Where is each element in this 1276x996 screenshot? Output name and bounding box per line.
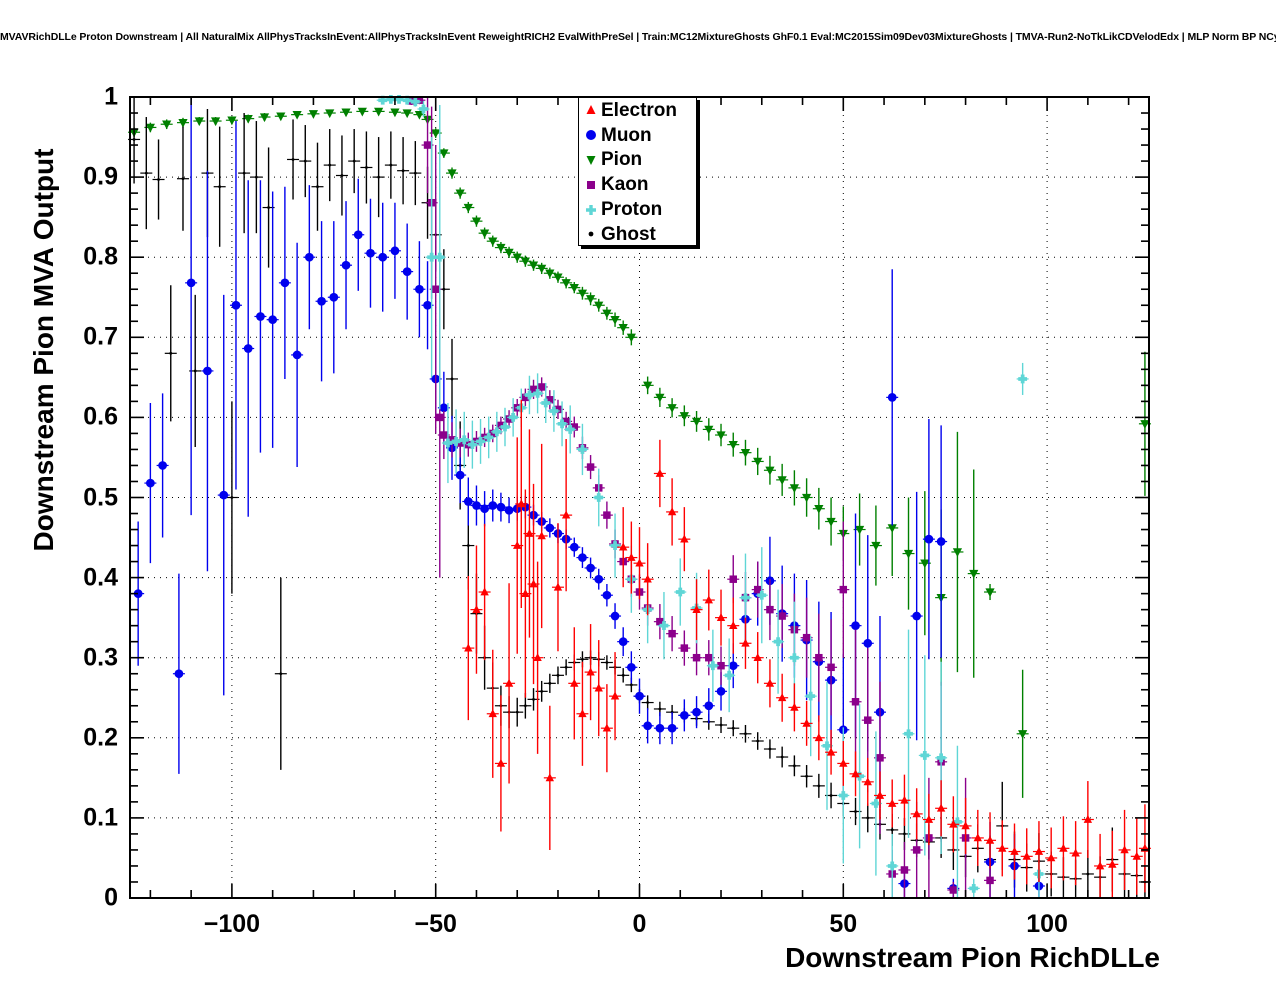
legend-entry-kaon[interactable]: Kaon [579,172,696,197]
y-tick-label: 0 [104,883,118,912]
cross-icon [582,201,600,219]
legend-label: Electron [601,99,678,121]
triangle-up-icon [582,101,600,119]
y-tick-label: 0.1 [83,803,118,832]
circle-icon [582,126,600,144]
y-tick-label: 0.8 [83,242,118,271]
y-tick-label: 0.5 [83,483,118,511]
legend-label: Muon [601,124,652,146]
square-icon [582,176,600,194]
x-tick-label: −50 [414,910,457,938]
dot-icon [582,225,600,243]
series-electron [462,399,1151,898]
x-tick-label: 0 [632,910,647,938]
y-tick-label: 0.6 [83,402,118,431]
page-title: MVAVRichDLLe Proton Downstream | All Nat… [0,31,1276,43]
x-tick-label: −100 [203,910,261,938]
series-ghost [128,97,1151,898]
x-axis-title: Downstream Pion RichDLLe [785,942,1160,973]
series-muon [132,97,1045,898]
legend-label: Pion [601,149,643,171]
legend-entry-ghost[interactable]: Ghost [579,222,696,247]
legend-label: Proton [601,199,663,221]
legend-label: Kaon [601,174,649,196]
y-tick-label: 0.7 [83,322,118,351]
y-tick-label: 0.3 [83,643,118,672]
series-pion [128,107,1151,798]
x-tick-label: 50 [829,910,858,938]
legend-entry-electron[interactable]: Electron [579,98,696,123]
y-tick-label: 0.9 [83,162,118,191]
legend-entry-pion[interactable]: Pion [579,148,696,173]
y-tick-label: 1 [104,82,118,111]
triangle-down-icon [582,151,600,169]
x-tick-label: 100 [1026,910,1068,938]
y-tick-label: 0.2 [83,723,118,752]
legend-entry-proton[interactable]: Proton [579,197,696,222]
y-tick-label: 0.4 [83,563,118,592]
legend: Electron Muon Pion Kaon Proton Ghost [578,97,697,246]
legend-label: Ghost [601,223,656,245]
legend-entry-muon[interactable]: Muon [579,123,696,148]
